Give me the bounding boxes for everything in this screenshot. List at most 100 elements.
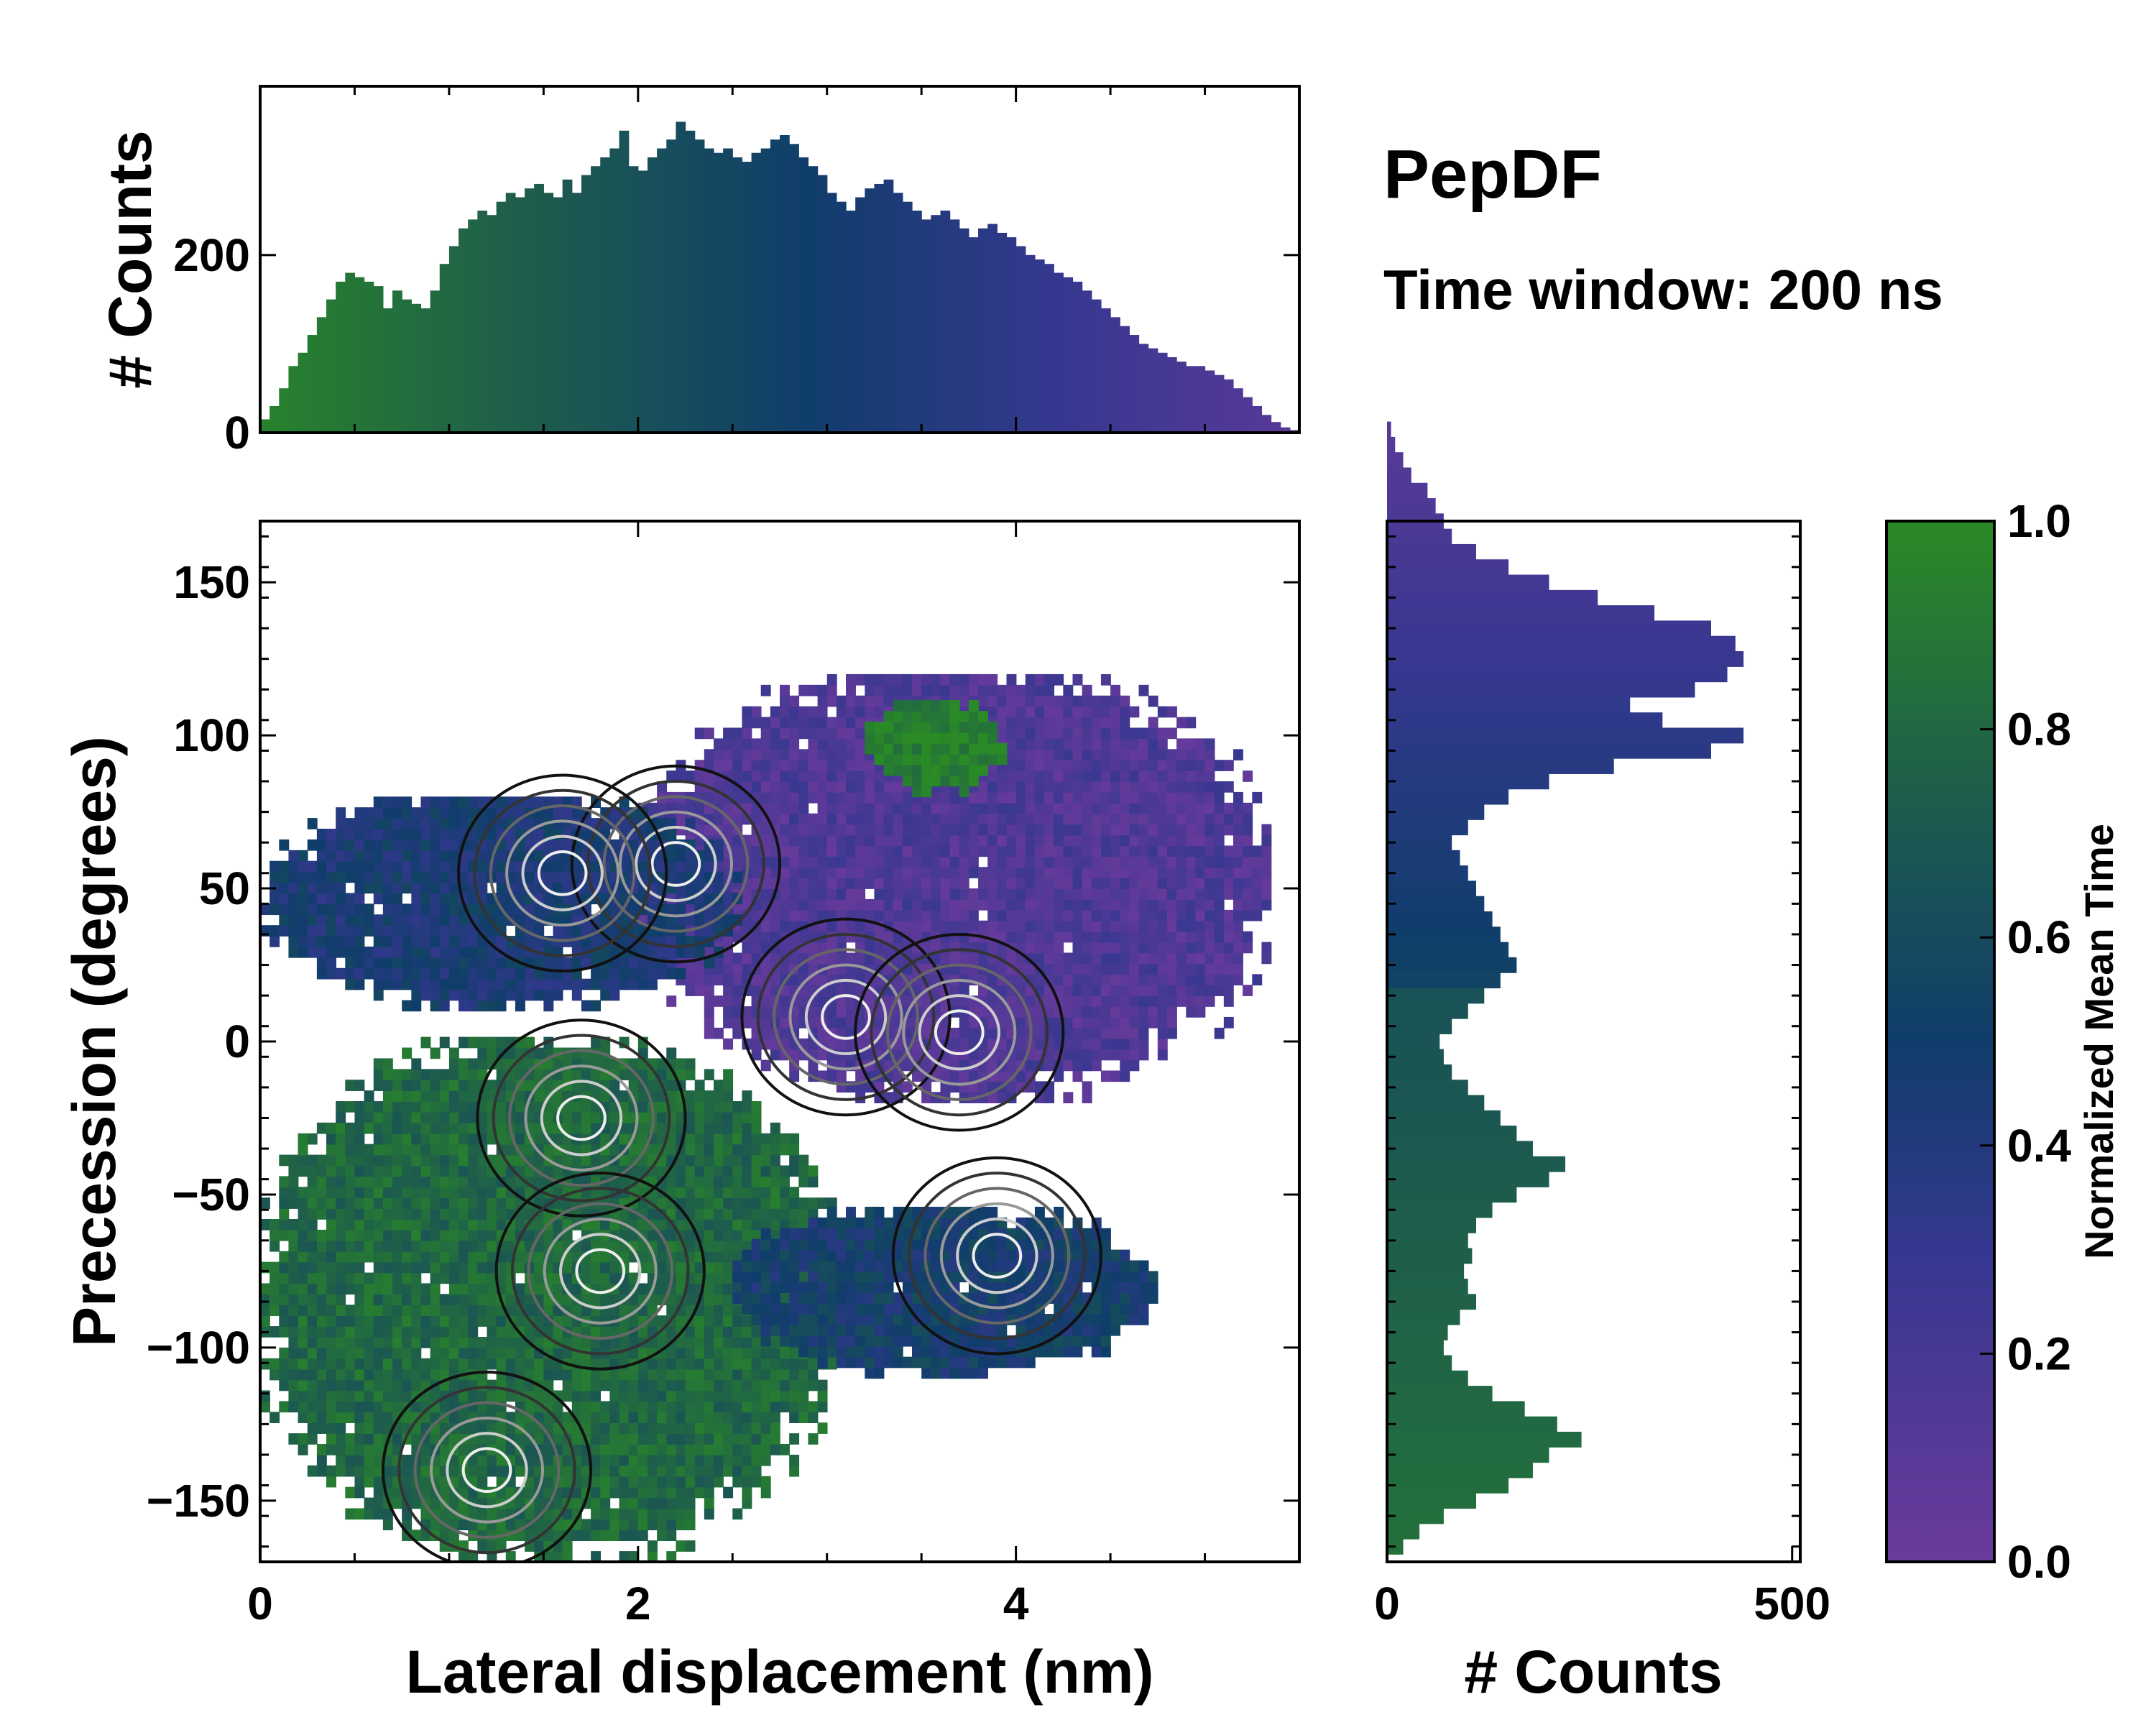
heatmap-cell	[657, 1476, 668, 1488]
heatmap-cell	[411, 1208, 422, 1220]
heatmap-cell	[893, 824, 903, 836]
heatmap-cell	[846, 1038, 856, 1050]
heatmap-cell	[336, 1412, 346, 1424]
heatmap-cell	[1166, 909, 1177, 921]
heatmap-cell	[392, 1379, 402, 1392]
heatmap-cell	[628, 1390, 639, 1402]
heatmap-cell	[742, 909, 752, 921]
heatmap-cell	[439, 860, 450, 873]
top-histogram-bar	[1223, 379, 1234, 433]
top-histogram-bar	[316, 317, 327, 433]
heatmap-cell	[382, 1111, 393, 1123]
heatmap-cell	[553, 1133, 563, 1145]
heatmap-cell	[826, 867, 837, 878]
heatmap-cell	[459, 1336, 469, 1348]
heatmap-cell	[921, 802, 932, 814]
heatmap-cell	[1082, 727, 1092, 740]
top-histogram-bar	[270, 405, 280, 433]
heatmap-cell	[628, 1294, 639, 1306]
heatmap-cell	[430, 807, 441, 819]
heatmap-cell	[307, 839, 318, 851]
heatmap-cell	[448, 882, 459, 894]
heatmap-cell	[770, 856, 780, 868]
heatmap-cell	[600, 1454, 611, 1466]
heatmap-cell	[987, 845, 998, 857]
heatmap-cell	[354, 1219, 365, 1230]
heatmap-cell	[336, 1133, 346, 1145]
heatmap-cell	[619, 1379, 630, 1392]
heatmap-cell	[543, 1465, 554, 1477]
heatmap-cell	[288, 903, 299, 916]
heatmap-cell	[1063, 1059, 1074, 1072]
heatmap-cell	[940, 721, 951, 733]
heatmap-cell	[628, 1368, 639, 1381]
heatmap-cell	[959, 802, 969, 814]
heatmap-cell	[525, 1229, 535, 1241]
heatmap-cell	[364, 850, 374, 862]
heatmap-cell	[562, 1551, 573, 1562]
heatmap-cell	[1157, 856, 1168, 868]
heatmap-cell	[468, 1080, 479, 1091]
heatmap-cell	[382, 1197, 393, 1209]
heatmap-cell	[1100, 995, 1111, 1007]
heatmap-cell	[468, 1283, 479, 1295]
heatmap-cell	[316, 1326, 327, 1338]
heatmap-cell	[874, 732, 885, 744]
heatmap-cell	[968, 791, 979, 804]
heatmap-cell	[487, 1036, 497, 1049]
heatmap-cell	[1252, 888, 1263, 900]
heatmap-cell	[581, 1465, 591, 1477]
heatmap-cell	[534, 796, 545, 808]
heatmap-cell	[430, 829, 441, 840]
heatmap-cell	[326, 925, 336, 937]
heatmap-cell	[354, 1272, 365, 1284]
heatmap-cell	[382, 1508, 393, 1520]
heatmap-cell	[1166, 963, 1177, 975]
heatmap-cell	[505, 1240, 516, 1252]
heatmap-cell	[591, 1219, 602, 1230]
heatmap-cell	[270, 1261, 280, 1274]
heatmap-cell	[459, 1486, 469, 1499]
heatmap-cell	[676, 1433, 686, 1445]
heatmap-cell	[336, 1187, 346, 1198]
heatmap-cell	[336, 1219, 346, 1230]
heatmap-cell	[1176, 931, 1187, 943]
heatmap-cell	[1091, 995, 1102, 1007]
top-histogram	[260, 121, 1300, 433]
heatmap-cell	[316, 1390, 327, 1402]
heatmap-cell	[609, 1336, 620, 1348]
heatmap-cell	[1138, 995, 1149, 1007]
top-histogram-bar	[657, 148, 667, 433]
heatmap-cell	[448, 1497, 459, 1509]
heatmap-cell	[288, 1358, 299, 1370]
heatmap-cell	[336, 1433, 346, 1445]
heatmap-cell	[1204, 770, 1215, 782]
heatmap-cell	[1148, 727, 1158, 740]
heatmap-cell	[780, 920, 790, 932]
heatmap-cell	[459, 936, 469, 947]
heatmap-cell	[316, 1208, 327, 1220]
heatmap-cell	[987, 706, 998, 718]
heatmap-cell	[1110, 684, 1121, 696]
heatmap-cell	[1195, 760, 1206, 771]
heatmap-cell	[1129, 727, 1140, 740]
heatmap-cell	[959, 732, 969, 744]
heatmap-cell	[713, 974, 724, 986]
heatmap-cell	[345, 893, 356, 905]
heatmap-cell	[316, 1229, 327, 1241]
heatmap-cell	[883, 721, 894, 733]
heatmap-cell	[666, 860, 677, 873]
heatmap-cell	[912, 700, 922, 712]
heatmap-cell	[1034, 920, 1045, 932]
heatmap-cell	[505, 978, 516, 990]
heatmap-cell	[1223, 888, 1234, 900]
top-histogram-bar	[742, 162, 752, 433]
heatmap-cell	[902, 834, 913, 847]
top-histogram-bar	[515, 197, 525, 433]
heatmap-cell	[780, 856, 790, 868]
heatmap-cell	[798, 802, 809, 814]
heatmap-cell	[468, 1208, 479, 1220]
top-histogram-bar	[1006, 237, 1017, 433]
heatmap-cell	[931, 867, 941, 878]
heatmap-cell	[402, 1283, 413, 1295]
